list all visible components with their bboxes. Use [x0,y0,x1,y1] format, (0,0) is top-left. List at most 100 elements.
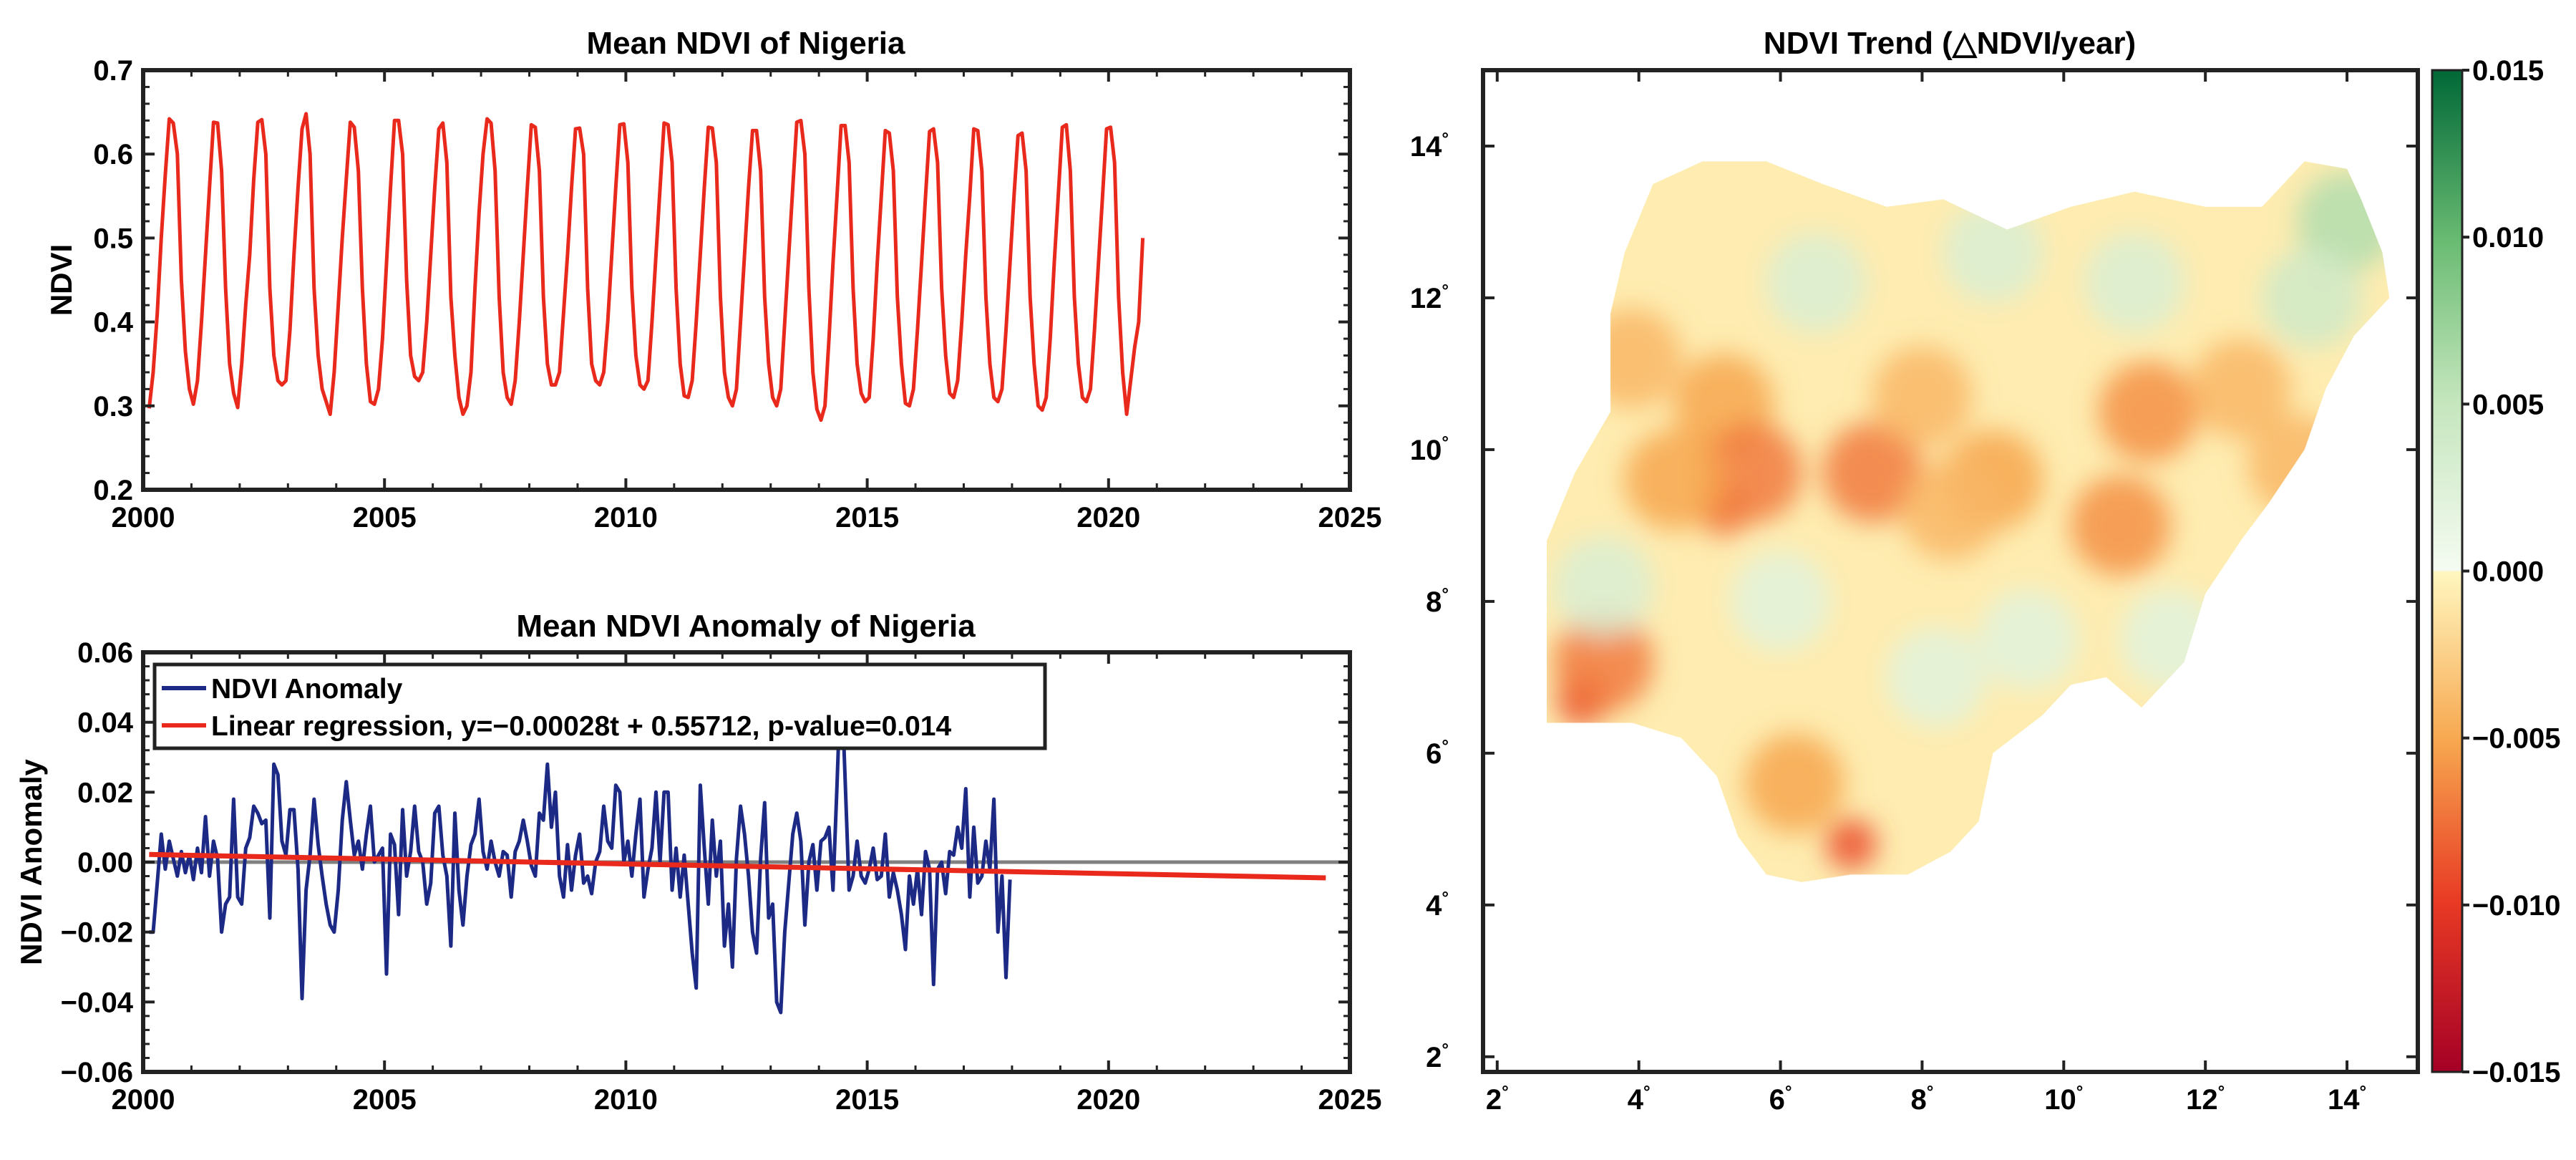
trend-hotspot [1730,551,1831,652]
x-tick-label: 2020 [1076,502,1140,533]
x-tick-label: 2015 [835,502,899,533]
trend-hotspot [2099,361,2200,462]
trend-hotspot [2070,475,2171,576]
trend-map-axes-box [1481,68,2420,1074]
legend-box [152,662,1047,750]
trend-hotspot [2084,232,2185,333]
trend-hotspot [1943,202,2043,303]
colorbar-ticks: −0.015 −0.010 −0.005 0.000 0.005 0.010 0.015 [2462,55,2560,1088]
series-line-0 [147,112,1145,422]
trend-hotspots [1553,171,2390,871]
map-x-tick-degree: ° [1502,1083,1509,1102]
map-y-tick-value: 12 [1410,283,1442,314]
map-y-tick-label: 14° [1410,130,1449,163]
map-y-tick-label: 2° [1426,1040,1449,1073]
colorbar-tick-label: −0.010 [2472,890,2560,922]
colorbar-tick-label: 0.000 [2472,556,2544,588]
anomaly-legend: NDVI Anomaly Linear regression, y=−0.000… [152,662,1047,750]
map-x-tick-value: 10 [2044,1084,2076,1116]
legend-anomaly-label: NDVI Anomaly [211,674,403,705]
map-y-tick-degree: ° [1442,433,1449,453]
trend-hotspot [1766,232,1867,333]
colorbar-tick-label: 0.010 [2472,222,2544,253]
anomaly-y-axis-label: NDVI Anomaly [14,758,48,965]
legend-regression-label: Linear regression, y=−0.00028t + 0.55712… [211,711,951,742]
map-x-tick-degree: ° [1785,1083,1792,1102]
ndvi-chart-title: Mean NDVI of Nigeria [587,26,905,61]
map-y-tick-degree: ° [1442,281,1449,301]
map-x-tick-label: 12° [2186,1083,2225,1116]
trend-hotspot [1624,430,1725,531]
x-tick-label: 2005 [353,1084,417,1116]
y-tick-label: 0.4 [93,307,133,339]
map-x-tick-value: 8 [1910,1084,1926,1116]
map-y-tick-label: 4° [1426,889,1449,922]
map-y-tick-label: 6° [1426,737,1449,770]
x-tick-label: 2025 [1318,1084,1382,1116]
trend-map-panel: NDVI Trend (△NDVI/year) 2° 4° 6° 8° 10° 12° 14… [1410,26,2561,1116]
trend-hotspot [2190,339,2291,440]
trend-hotspot [1886,627,1987,728]
x-tick-label: 2000 [112,1084,175,1116]
y-tick-label: 0.7 [93,55,133,87]
x-tick-label: 2010 [594,1084,658,1116]
trend-map-ticks: 2° 4° 6° 8° 10° 12° 14°2°4°6°8°10°12°14° [1410,70,2418,1116]
y-tick-label: −0.04 [61,987,134,1018]
trend-map-plot-area [1547,161,2390,882]
map-y-tick-value: 14 [1410,131,1442,163]
nigeria-trend-field [1547,161,2390,882]
y-tick-label: −0.06 [61,1057,133,1088]
map-y-tick-value: 2 [1426,1042,1442,1073]
ndvi-panel: Mean NDVI of Nigeria 2000 2005 2010 2015 202… [44,26,1381,533]
map-y-tick-degree: ° [1442,130,1449,149]
colorbar-gradient [2431,69,2464,1073]
map-y-tick-degree: ° [1442,737,1449,756]
anomaly-panel: Mean NDVI Anomaly of Nigeria 2000 2005 201… [14,609,1381,1116]
map-x-tick-label: 14° [2328,1083,2366,1116]
map-y-tick-label: 8° [1426,585,1449,618]
trend-hotspot [1701,422,1802,523]
x-tick-label: 2020 [1076,1084,1140,1116]
x-tick-label: 2000 [112,502,175,533]
map-x-tick-label: 10° [2044,1083,2083,1116]
y-tick-label: −0.02 [61,917,133,949]
map-y-tick-degree: ° [1442,1040,1449,1060]
trend-hotspot [1581,308,1682,409]
map-x-tick-value: 14 [2328,1084,2360,1116]
map-x-tick-value: 2 [1486,1084,1502,1116]
map-y-tick-value: 10 [1410,435,1442,466]
trend-hotspot [1825,818,1877,871]
trend-hotspot [1553,612,1654,712]
map-x-tick-label: 6° [1769,1083,1792,1116]
y-tick-label: 0.5 [93,223,133,254]
ndvi-plot-area [147,112,1145,422]
colorbar-tick-label: −0.005 [2472,723,2560,755]
trend-hotspot [1822,422,1923,523]
x-tick-label: 2025 [1318,502,1382,533]
y-tick-label: 0.04 [77,707,134,739]
map-x-tick-label: 2° [1486,1083,1509,1116]
trend-hotspot [2261,247,2362,348]
map-x-tick-value: 4 [1628,1084,1644,1116]
map-y-tick-value: 4 [1426,890,1442,922]
y-tick-label: 0.02 [77,777,133,808]
map-x-tick-degree: ° [2360,1083,2367,1102]
ndvi-axes-box [141,68,1352,492]
map-x-tick-degree: ° [2076,1083,2084,1102]
map-y-tick-degree: ° [1442,585,1449,604]
anomaly-ticks: 2000 2005 2010 2015 2020 2025 −0.06 −0.04 −0.02 0… [61,637,1382,1116]
map-x-tick-value: 6 [1769,1084,1785,1116]
map-y-tick-label: 12° [1410,281,1449,314]
x-tick-label: 2015 [835,1084,899,1116]
trend-hotspot [1978,589,2079,690]
y-tick-label: 0.00 [77,847,133,879]
map-x-tick-label: 8° [1910,1083,1933,1116]
colorbar-tick-label: 0.005 [2472,389,2544,420]
map-x-tick-degree: ° [1927,1083,1934,1102]
trend-hotspot [2119,589,2220,690]
series-line-1 [149,851,1326,881]
y-tick-label: 0.3 [93,391,133,422]
colorbar: −0.015 −0.010 −0.005 0.000 0.005 0.010 0.015 [2431,55,2560,1088]
map-x-tick-label: 4° [1628,1083,1651,1116]
series-line-0 [149,667,1012,1015]
